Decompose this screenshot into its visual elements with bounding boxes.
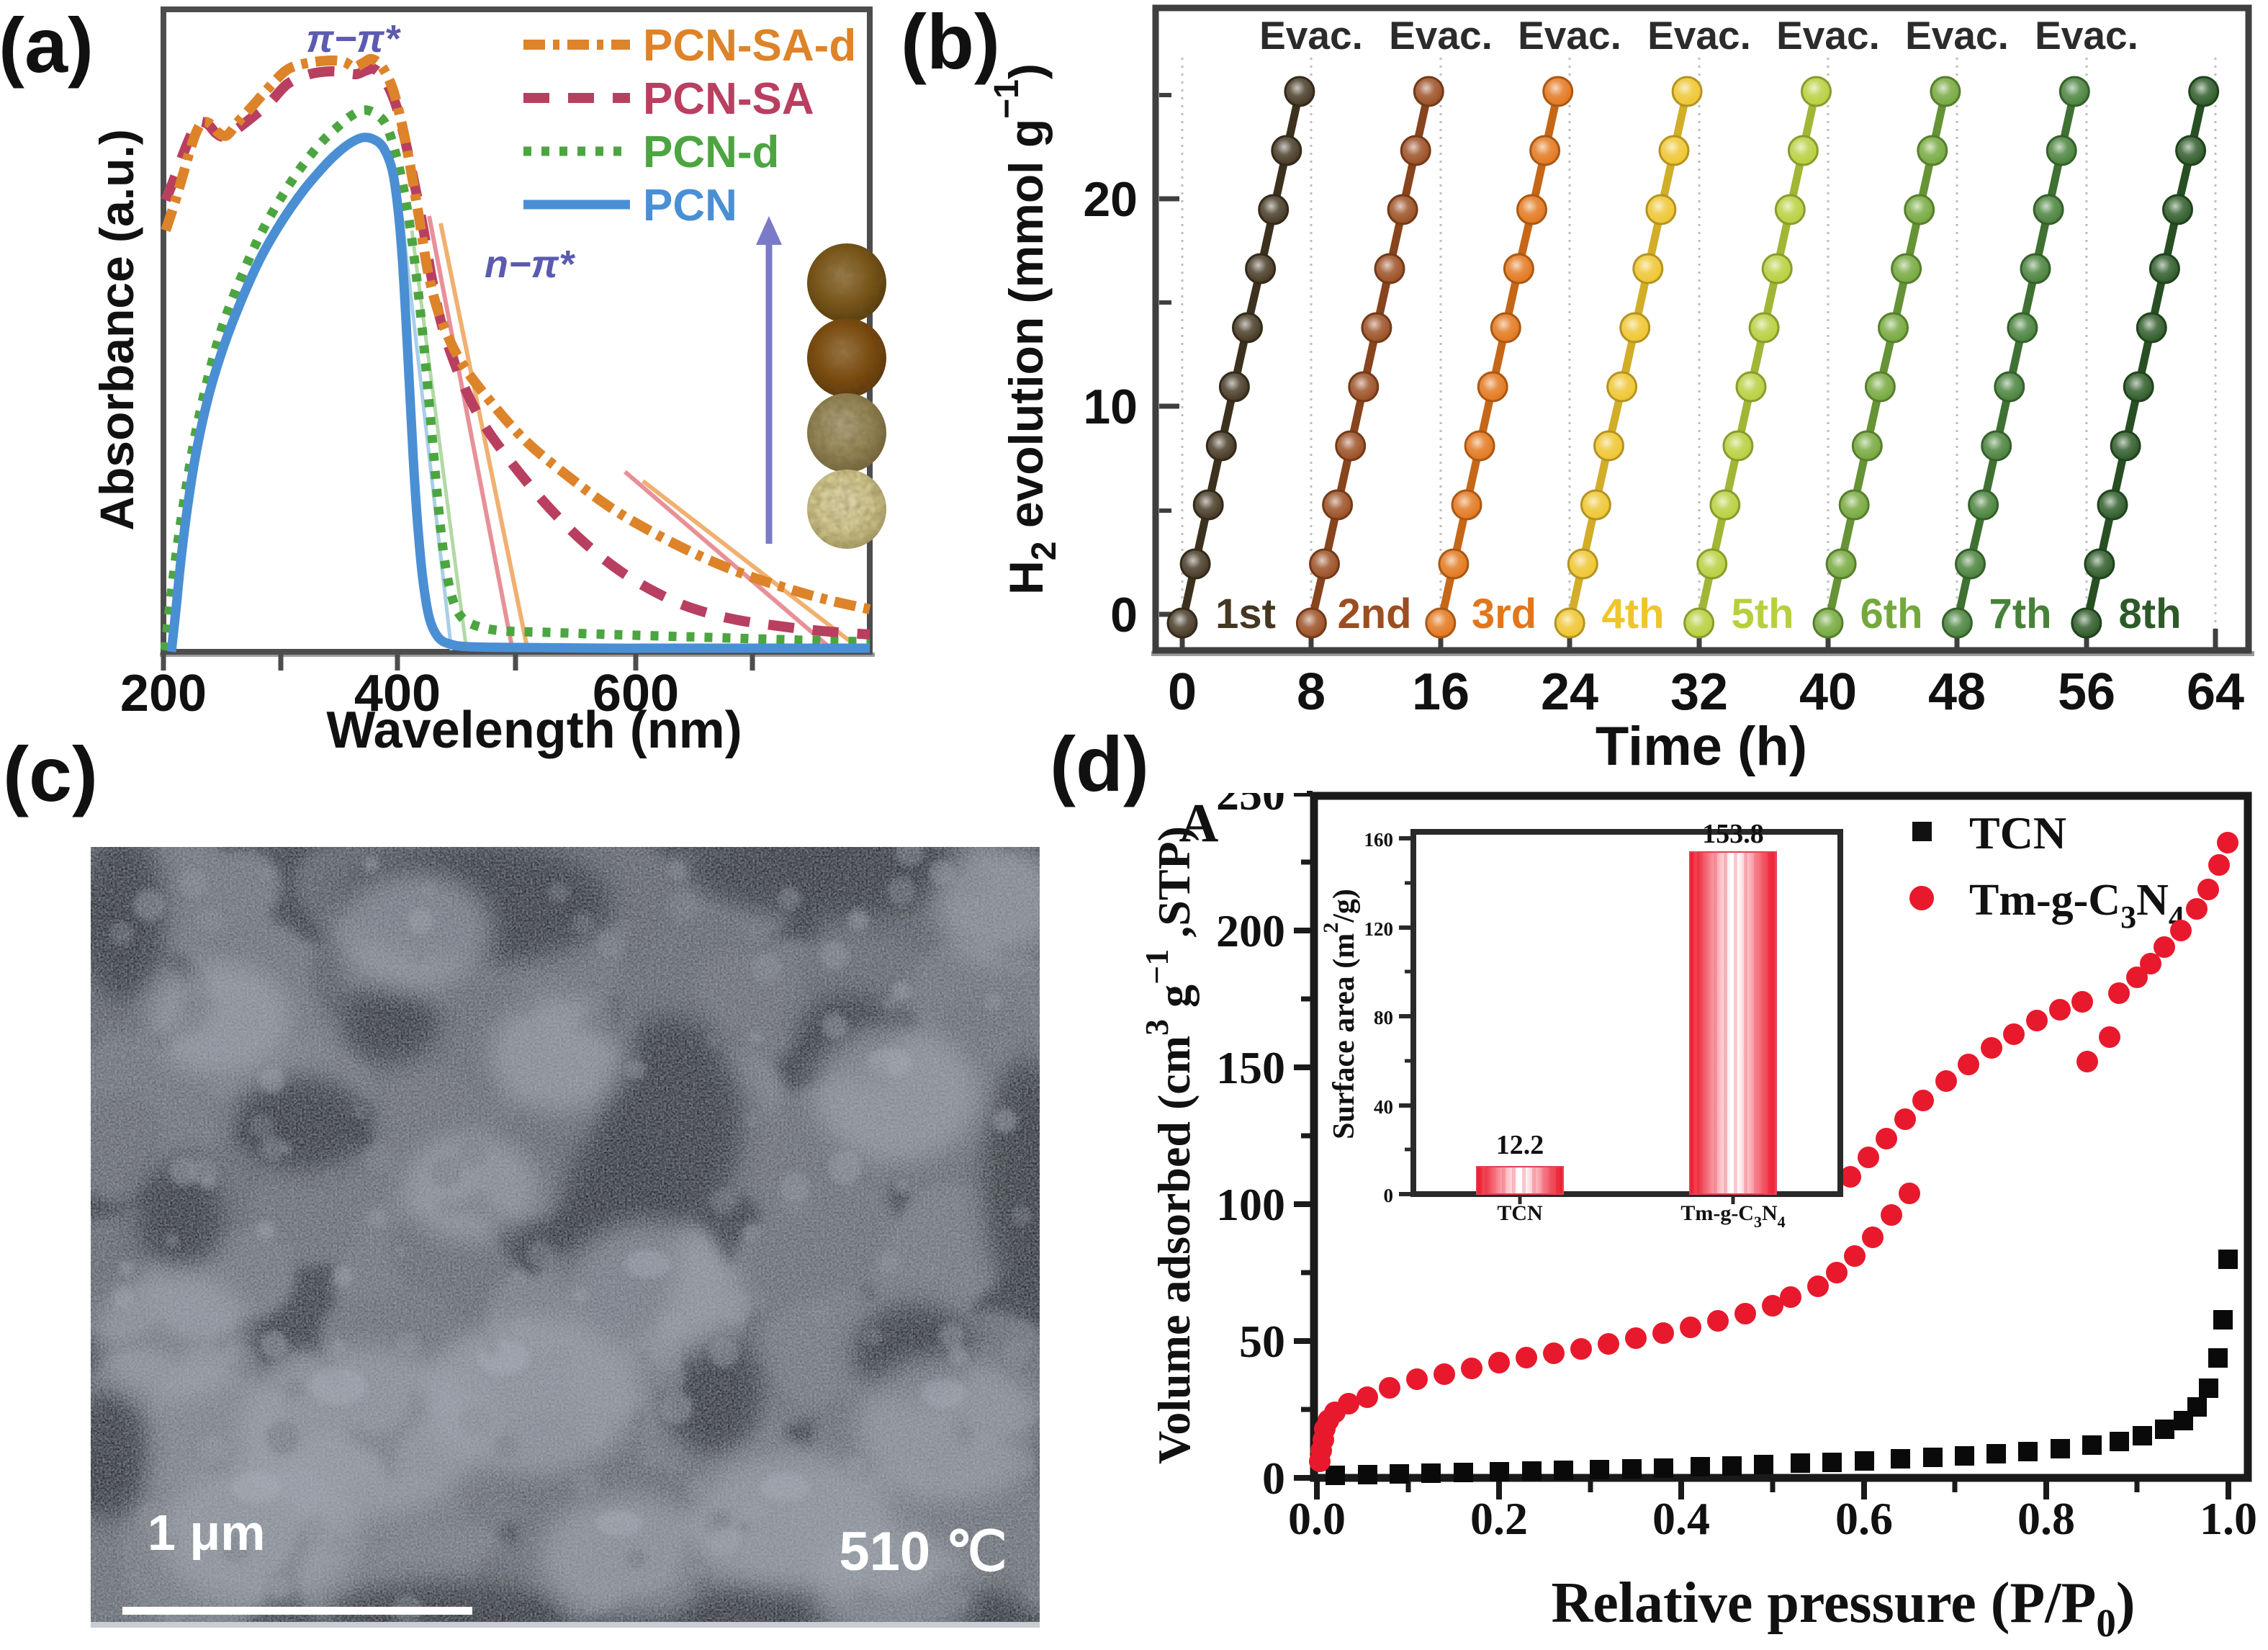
svg-text:200: 200 [120, 665, 207, 722]
svg-text:(d): (d) [1050, 720, 1149, 807]
svg-text:153.8: 153.8 [1702, 819, 1764, 849]
svg-text:12.2: 12.2 [1496, 1130, 1544, 1160]
svg-text:Evac.: Evac. [1647, 13, 1751, 58]
svg-text:Evac.: Evac. [2035, 13, 2138, 58]
svg-text:200: 200 [1216, 905, 1285, 956]
svg-text:400: 400 [354, 665, 441, 722]
svg-text:0.6: 0.6 [1835, 1493, 1893, 1544]
svg-text:(b): (b) [901, 0, 1000, 85]
svg-text:Evac.: Evac. [1776, 13, 1880, 58]
svg-text:5th: 5th [1732, 591, 1794, 637]
svg-text:0.0: 0.0 [1288, 1493, 1346, 1544]
svg-text:PCN-SA-d: PCN-SA-d [643, 21, 856, 71]
svg-text:PCN-d: PCN-d [643, 127, 779, 177]
svg-text:8: 8 [1297, 663, 1326, 721]
svg-text:160: 160 [1364, 829, 1394, 851]
svg-text:Volume adsorbed (cm3 g−1 ,STP): Volume adsorbed (cm3 g−1 ,STP) [1138, 826, 1200, 1464]
svg-text:510 ℃: 510 ℃ [839, 1521, 1007, 1582]
svg-text:Time (h): Time (h) [1596, 716, 1807, 777]
svg-text:4th: 4th [1602, 591, 1665, 637]
svg-text:20: 20 [1083, 172, 1138, 227]
svg-text:1 μm: 1 μm [148, 1505, 265, 1561]
svg-text:2nd: 2nd [1337, 591, 1411, 637]
svg-text:50: 50 [1239, 1316, 1285, 1367]
svg-text:0.2: 0.2 [1470, 1493, 1528, 1544]
svg-text:600: 600 [593, 665, 679, 722]
svg-text:PCN: PCN [643, 181, 737, 230]
svg-text:TCN: TCN [1497, 1201, 1543, 1225]
svg-text:56: 56 [2058, 663, 2115, 721]
svg-text:(c): (c) [3, 730, 98, 817]
svg-text:64: 64 [2187, 663, 2244, 721]
svg-text:7th: 7th [1989, 591, 2052, 637]
svg-text:TCN: TCN [1969, 807, 2066, 858]
svg-text:Evac.: Evac. [1389, 13, 1493, 58]
svg-text:1st: 1st [1215, 591, 1276, 637]
svg-text:150: 150 [1216, 1042, 1285, 1093]
svg-text:16: 16 [1412, 663, 1470, 721]
svg-text:π−π*: π−π* [306, 17, 401, 60]
svg-text:48: 48 [1928, 663, 1986, 721]
svg-text:40: 40 [1374, 1096, 1393, 1118]
svg-text:n−π*: n−π* [485, 243, 576, 286]
svg-text:3rd: 3rd [1472, 591, 1536, 637]
svg-text:A: A [1179, 793, 1219, 853]
svg-text:24: 24 [1541, 663, 1598, 721]
svg-text:120: 120 [1364, 918, 1394, 940]
svg-text:100: 100 [1216, 1179, 1285, 1230]
svg-text:1.0: 1.0 [2200, 1493, 2257, 1544]
svg-text:0: 0 [1262, 1453, 1285, 1504]
svg-text:0: 0 [1384, 1185, 1394, 1206]
svg-text:40: 40 [1799, 663, 1857, 721]
svg-text:0: 0 [1110, 588, 1138, 642]
svg-text:0.4: 0.4 [1652, 1493, 1710, 1544]
svg-text:Evac.: Evac. [1259, 13, 1363, 58]
svg-text:80: 80 [1374, 1007, 1393, 1028]
svg-text:0: 0 [1168, 663, 1197, 721]
svg-text:Evac.: Evac. [1518, 13, 1621, 58]
svg-text:Absorbance (a.u.): Absorbance (a.u.) [90, 129, 143, 530]
svg-text:0.8: 0.8 [2017, 1493, 2075, 1544]
svg-text:8th: 8th [2119, 591, 2182, 637]
svg-text:Evac.: Evac. [1905, 13, 2009, 58]
svg-text:(a): (a) [0, 1, 94, 89]
svg-text:10: 10 [1083, 380, 1138, 434]
svg-text:PCN-SA: PCN-SA [643, 74, 814, 124]
svg-text:H2 evolution (mmol g−1): H2 evolution (mmol g−1) [988, 63, 1063, 595]
svg-text:32: 32 [1670, 663, 1728, 721]
svg-text:6th: 6th [1860, 591, 1923, 637]
svg-text:Wavelength (nm): Wavelength (nm) [326, 701, 742, 759]
svg-text:Relative pressure (P/P0): Relative pressure (P/P0) [1551, 1571, 2135, 1645]
